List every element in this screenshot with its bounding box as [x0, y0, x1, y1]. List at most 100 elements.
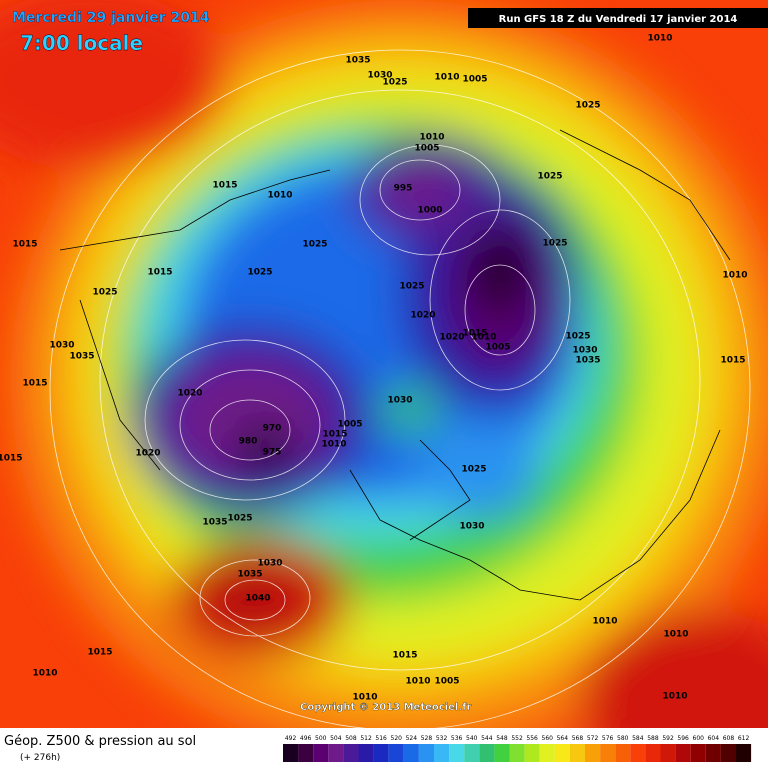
scale-label: 612 — [738, 735, 750, 742]
scale-swatch — [600, 744, 616, 762]
scale-label: 608 — [723, 735, 735, 742]
scale-swatch — [298, 744, 314, 762]
isobar-label: 1025 — [382, 78, 407, 88]
height-region — [0, 0, 230, 170]
scale-swatch — [705, 744, 721, 762]
scale-label: 580 — [617, 735, 629, 742]
scale-swatch — [720, 744, 736, 762]
isobar-label: 1015 — [392, 651, 417, 661]
isobar-label: 1035 — [69, 352, 94, 362]
isobar-label: 1025 — [399, 282, 424, 292]
scale-label: 592 — [662, 735, 674, 742]
scale-swatch — [690, 744, 706, 762]
isobar-label: 1015 — [212, 181, 237, 191]
isobar-label: 1010 — [352, 693, 377, 703]
scale-label: 588 — [647, 735, 659, 742]
scale-swatch — [539, 744, 555, 762]
isobar-label: 1010 — [267, 191, 292, 201]
scale-swatch — [464, 744, 480, 762]
isobar-label: 995 — [394, 184, 413, 194]
isobar-label: 1025 — [247, 268, 272, 278]
run-info: Run GFS 18 Z du Vendredi 17 janvier 2014 — [499, 14, 738, 25]
isobar-label: 1020 — [177, 389, 202, 399]
isobar-label: 1020 — [439, 333, 464, 343]
scale-swatch — [569, 744, 585, 762]
scale-swatch — [358, 744, 374, 762]
scale-label: 516 — [375, 735, 387, 742]
height-region — [235, 425, 295, 475]
isobar-label: 1030 — [49, 341, 74, 351]
color-scale: 492 496 500 504 508 512 516 520 524 528 532 536 540 5… — [283, 735, 752, 762]
isobar-label: 1015 — [720, 356, 745, 366]
isobar-label: 1025 — [461, 465, 486, 475]
isobar-label: 1005 — [337, 420, 362, 430]
isobar-label: 980 — [239, 437, 258, 447]
isobar-label: 975 — [263, 448, 282, 458]
isobar-label: 1035 — [237, 570, 262, 580]
scale-swatch — [645, 744, 661, 762]
isobar-label: 1010 — [321, 440, 346, 450]
scale-swatch — [494, 744, 510, 762]
scale-swatch — [479, 744, 495, 762]
scale-swatch — [585, 744, 601, 762]
isobar-label: 1015 — [0, 454, 23, 464]
scale-label: 500 — [315, 735, 327, 742]
isobars — [49, 49, 751, 731]
forecast-time: 7:00 locale — [20, 31, 143, 55]
scale-swatch — [328, 744, 344, 762]
isobar-label: 1010 — [434, 73, 459, 83]
scale-swatch — [373, 744, 389, 762]
isobar-label: 1010 — [592, 617, 617, 627]
isobar-label: 1025 — [302, 240, 327, 250]
forecast-date: Mercredi 29 janvier 2014 — [12, 10, 210, 26]
lead-time: (+ 276h) — [20, 753, 60, 763]
scale-label: 504 — [330, 735, 342, 742]
copyright: Copyright © 2013 Meteociel.fr — [300, 702, 471, 713]
isobar-label: 1005 — [462, 75, 487, 85]
scale-label: 576 — [602, 735, 614, 742]
scale-label: 604 — [708, 735, 720, 742]
isobar-label: 1030 — [572, 346, 597, 356]
isobar-label: 1010 — [647, 34, 672, 44]
height-region — [470, 225, 530, 315]
isobar-label: 1010 — [405, 677, 430, 687]
isobar-label: 1010 — [471, 333, 496, 343]
isobar-label: 1015 — [462, 329, 487, 339]
isobar-label: 1040 — [245, 594, 270, 604]
isobar-label: 1025 — [575, 101, 600, 111]
scale-swatch — [403, 744, 419, 762]
height-region — [420, 420, 540, 520]
isobar-label: 1010 — [662, 692, 687, 702]
scale-swatch — [313, 744, 329, 762]
scale-swatch — [554, 744, 570, 762]
isobar-label: 1030 — [459, 522, 484, 532]
scale-label: 532 — [436, 735, 448, 742]
isobar-label: 1025 — [565, 332, 590, 342]
isobar-label: 1005 — [434, 677, 459, 687]
isobar-label: 1010 — [419, 133, 444, 143]
footer-title: Géop. Z500 & pression au sol — [4, 734, 196, 749]
isobar-label: 1010 — [32, 669, 57, 679]
isobar-label: 1005 — [414, 144, 439, 154]
isobar-label: 1025 — [537, 172, 562, 182]
height-region — [380, 160, 460, 220]
scale-swatch — [660, 744, 676, 762]
isobar-label: 1030 — [367, 71, 392, 81]
scale-label: 528 — [421, 735, 433, 742]
scale-label: 548 — [496, 735, 508, 742]
isobar-label: 1030 — [387, 396, 412, 406]
scale-label: 600 — [693, 735, 705, 742]
isobar-label: 1030 — [257, 559, 282, 569]
isobar-label: 1015 — [22, 379, 47, 389]
scale-label: 556 — [526, 735, 538, 742]
scale-label: 492 — [285, 735, 297, 742]
scale-label: 596 — [677, 735, 689, 742]
scale-label: 536 — [451, 735, 463, 742]
scale-swatch — [449, 744, 465, 762]
scale-label: 564 — [557, 735, 569, 742]
isobar-label: 1000 — [417, 206, 442, 216]
